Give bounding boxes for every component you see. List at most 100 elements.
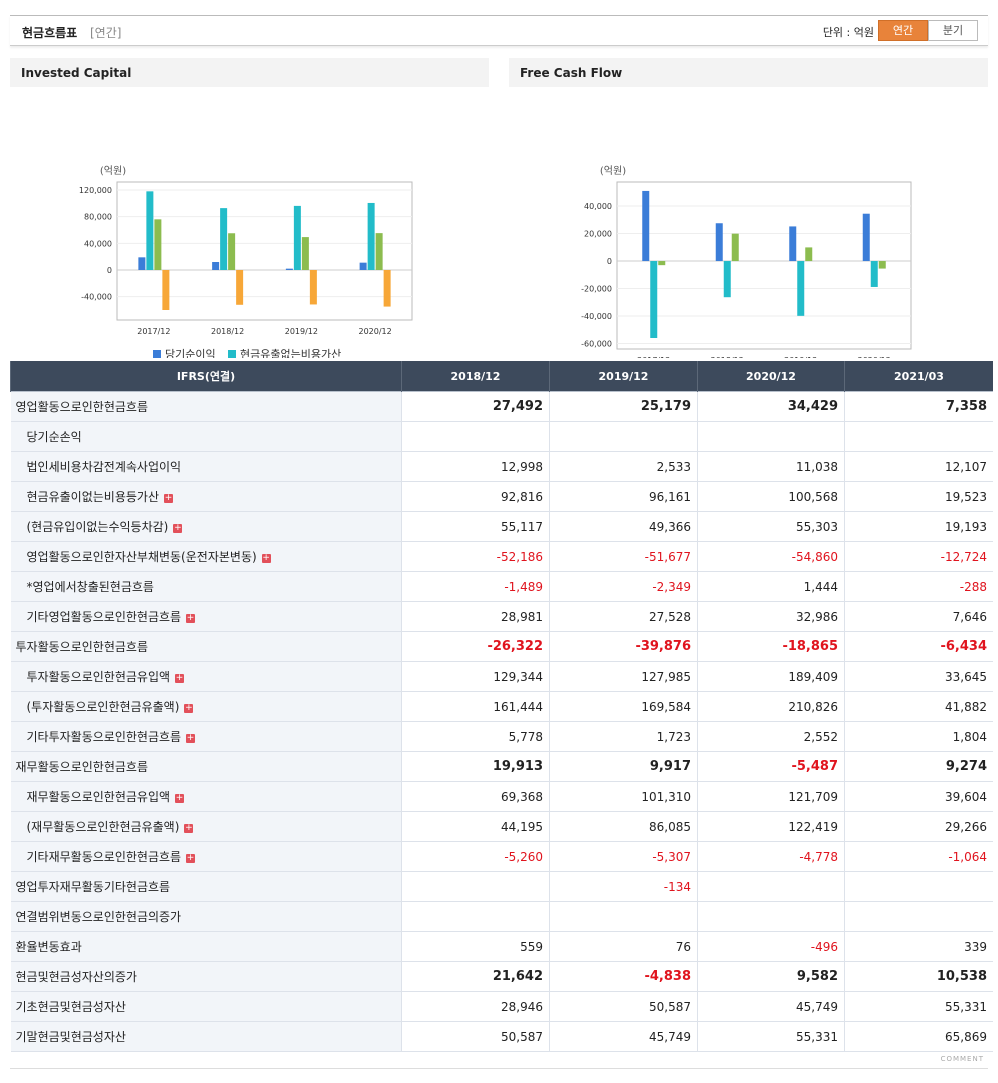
legend-swatch — [153, 350, 161, 358]
expand-button[interactable]: + — [184, 703, 194, 713]
y-tick-label: 120,000 — [79, 186, 112, 195]
y-tick-label: 0 — [607, 257, 612, 266]
legend-swatch — [228, 350, 236, 358]
expand-button[interactable]: + — [186, 613, 196, 623]
expand-button[interactable]: + — [186, 733, 196, 743]
value-cell: -12,724 — [844, 541, 993, 572]
y-tick-label: 80,000 — [84, 213, 112, 222]
value-cell: 45,749 — [697, 991, 845, 1022]
cell-value: 19,913 — [492, 759, 543, 774]
expand-button[interactable]: + — [261, 553, 271, 563]
value-cell — [844, 901, 993, 932]
y-axis-label: (억원) — [100, 165, 126, 177]
bar — [723, 261, 731, 298]
bar — [367, 202, 375, 270]
value-cell: 76 — [549, 931, 698, 962]
value-cell: 55,331 — [844, 991, 993, 1022]
cell-value: 101,310 — [641, 789, 691, 804]
expand-button[interactable]: + — [163, 493, 173, 503]
row-label-cell: 기초현금및현금성자산 — [10, 991, 402, 1022]
x-tick-label: 2020/12 — [359, 327, 392, 336]
cell-value: -5,307 — [652, 849, 691, 864]
bar — [715, 223, 723, 262]
chart-panel: Free Cash Flow (억원) -60,000 -40,000 -20,000… — [509, 58, 988, 358]
cell-value: 5,778 — [508, 729, 543, 744]
period-tab[interactable]: 연간 — [878, 20, 928, 41]
bar — [236, 270, 244, 305]
row-label: 재무활동으로인한현금흐름 — [15, 760, 148, 774]
chart: (억원) -40,000 0 40,000 80,000 120,000 2017/12 20… — [79, 165, 413, 358]
expand-button[interactable]: + — [175, 673, 185, 683]
bar — [228, 233, 236, 270]
value-cell: 29,266 — [844, 811, 993, 842]
value-cell — [549, 421, 698, 452]
value-cell: 27,492 — [401, 391, 550, 422]
table-row: 기타재무활동으로인한현금흐름 + -5,260 -5,307 -4,778 -1,064 — [10, 841, 993, 872]
cell-value: -26,322 — [487, 639, 543, 654]
cell-value: 41,882 — [945, 699, 987, 714]
cell-value: -6,434 — [940, 639, 987, 654]
comment-link[interactable]: COMMENT — [940, 1055, 984, 1063]
value-cell: 55,303 — [697, 511, 845, 542]
cell-value: 2,552 — [803, 729, 838, 744]
row-label: 투자활동으로인한현금흐름 — [15, 640, 148, 654]
y-tick-label: -40,000 — [81, 293, 112, 302]
row-label-cell: 법인세비용차감전계속사업이익 — [10, 451, 402, 482]
row-label-cell: 기말현금및현금성자산 — [10, 1021, 402, 1052]
cell-value: 7,646 — [952, 609, 987, 624]
table-row: 현금유출이없는비용등가산 +92,816 96,161 100,568 19,523 — [10, 481, 993, 512]
cell-value: 169,584 — [641, 699, 691, 714]
row-label: 환율변동효과 — [15, 940, 82, 954]
row-label: (재무활동으로인한현금유출액) — [26, 820, 180, 834]
row-label-cell: (현금유입이없는수익등차감) + — [10, 511, 402, 542]
value-cell: 1,723 — [549, 721, 698, 752]
bar — [658, 261, 666, 266]
row-label-cell: 기타투자활동으로인한현금흐름 + — [10, 721, 402, 752]
table-row: (현금유입이없는수익등차감) +55,117 49,366 55,303 19,193 — [10, 511, 993, 542]
row-label: 재무활동으로인한현금유입액 — [26, 790, 171, 804]
cell-value: 45,749 — [796, 999, 838, 1014]
expand-button[interactable]: + — [186, 853, 196, 863]
value-cell: 69,368 — [401, 781, 550, 812]
expand-button[interactable]: + — [184, 823, 194, 833]
bar — [162, 270, 170, 310]
bar — [731, 233, 739, 262]
value-cell: -1,489 — [401, 571, 550, 602]
value-cell: 9,274 — [844, 751, 993, 782]
row-label: 영업투자재무활동기타현금흐름 — [15, 880, 171, 894]
cell-value: 45,749 — [649, 1029, 691, 1044]
cell-value: -51,677 — [644, 549, 691, 564]
value-cell: -52,186 — [401, 541, 550, 572]
row-label-cell: 당기순손익 — [10, 421, 402, 452]
value-cell: -4,778 — [697, 841, 845, 872]
cell-value: 2,533 — [656, 459, 691, 474]
cell-value: 129,344 — [493, 669, 543, 684]
period-tab[interactable]: 분기 — [928, 20, 978, 41]
cell-value: 29,266 — [945, 819, 987, 834]
table-row: 기타영업활동으로인한현금흐름 +28,981 27,528 32,986 7,646 — [10, 601, 993, 632]
expand-button[interactable]: + — [175, 793, 185, 803]
row-label-cell: 현금유출이없는비용등가산 + — [10, 481, 402, 512]
value-cell: -18,865 — [697, 631, 845, 662]
row-label: 현금유출이없는비용등가산 — [26, 490, 159, 504]
top-bar: 현금흐름표 [연간] 단위 : 억원 연간 분기 — [10, 15, 988, 46]
value-cell: 39,604 — [844, 781, 993, 812]
chart-title: Free Cash Flow — [509, 58, 988, 87]
cell-value: -288 — [959, 579, 987, 594]
row-label: 기타투자활동으로인한현금흐름 — [26, 730, 182, 744]
expand-button[interactable]: + — [173, 523, 183, 533]
row-label: 투자활동으로인한현금유입액 — [26, 670, 171, 684]
cell-value: -496 — [810, 939, 838, 954]
cell-value: -1,489 — [504, 579, 543, 594]
row-label: 당기순손익 — [26, 430, 82, 444]
row-label: 연결범위변동으로인한현금의증가 — [15, 910, 182, 924]
y-axis-label: (억원) — [600, 165, 626, 177]
cell-value: 1,804 — [952, 729, 987, 744]
row-label-cell: 재무활동으로인한현금유입액 + — [10, 781, 402, 812]
value-cell: 11,038 — [697, 451, 845, 482]
table-row: 재무활동으로인한현금흐름 19,913 9,917 -5,487 9,274 — [10, 751, 993, 782]
cell-value: 28,981 — [501, 609, 543, 624]
table-row: (재무활동으로인한현금유출액) +44,195 86,085 122,419 29,26… — [10, 811, 993, 842]
value-cell: 34,429 — [697, 391, 845, 422]
legend-label: 당기순이익 — [165, 348, 216, 358]
